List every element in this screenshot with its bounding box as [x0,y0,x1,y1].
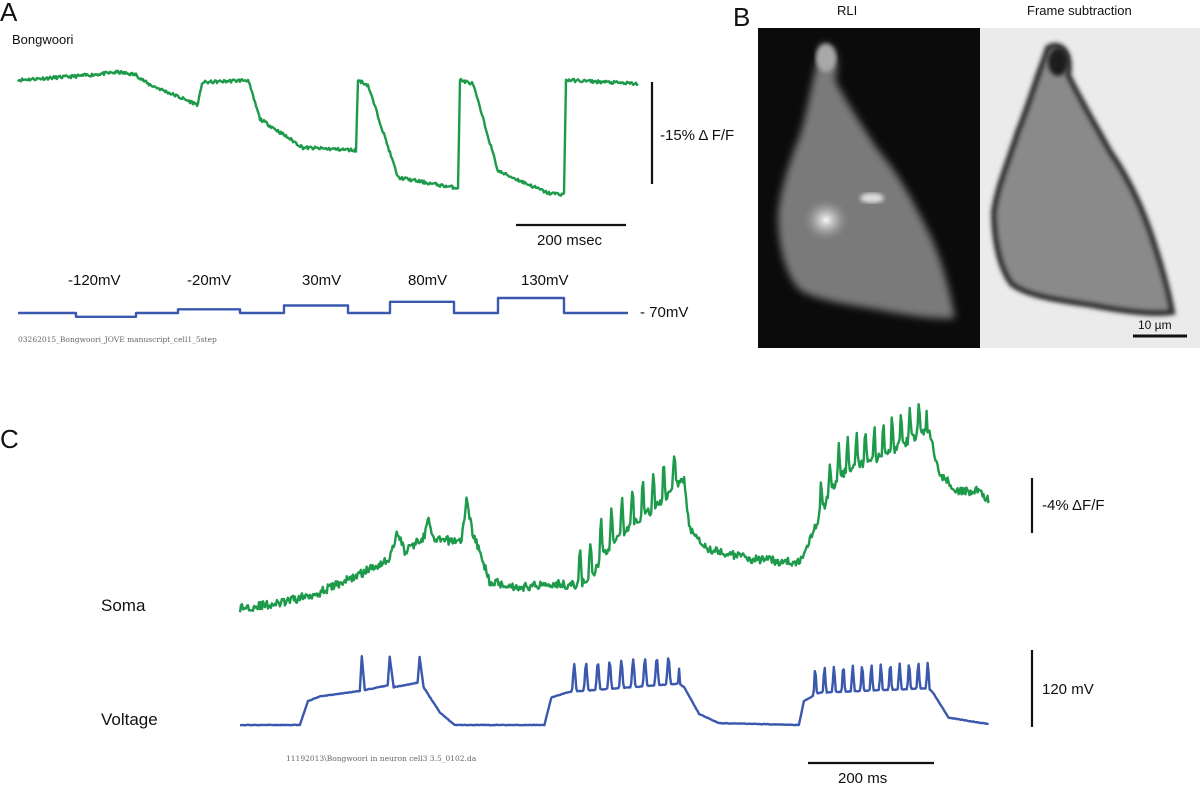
frame-subtraction-cell-shape [990,43,1176,316]
scalebar-vertical-a-label: -15% Δ F/F [660,127,734,144]
step-label-5: 130mV [521,272,569,289]
panel-c: C Soma Voltage -4% ΔF/F 120 mV 200 ms 11… [0,403,1105,785]
step-label-1: -120mV [68,272,121,289]
step-label-3: 30mV [302,272,341,289]
membrane-voltage-trace [239,655,989,727]
rli-title: RLI [837,3,857,18]
scalebar-horizontal-a-label: 200 msec [537,232,603,249]
probe-name-label: Bongwoori [12,32,74,47]
voltage-row-label: Voltage [101,710,158,729]
frame-subtraction-image: 10 µm [980,28,1200,348]
frame-subtraction-title: Frame subtraction [1027,3,1132,18]
soma-row-label: Soma [101,596,146,615]
panel-letter-b: B [733,2,750,32]
panel-a: A Bongwoori -15% Δ F/F 200 msec -120mV -… [0,0,734,344]
panel-b: B RLI Frame subtraction 10 µm [733,2,1200,348]
step-label-2: -20mV [187,272,231,289]
step-label-4: 80mV [408,272,447,289]
baseline-voltage-label: - 70mV [640,304,688,321]
scalebar-fluorescence-c-label: -4% ΔF/F [1042,497,1105,514]
fluorescence-trace-a [17,69,639,197]
soma-fluorescence-trace [238,403,990,613]
rli-cell-shape [778,44,955,319]
panel-letter-a: A [0,0,18,27]
scalebar-time-c-label: 200 ms [838,770,887,785]
voltage-step-trace-a [18,296,628,318]
rli-image [758,28,980,348]
panel-letter-c: C [0,424,19,454]
filename-a: 03262015_Bongwoori_JOVE manuscript_cell1… [18,335,217,344]
scalebar-voltage-c-label: 120 mV [1042,681,1094,698]
scalebar-b-label: 10 µm [1138,318,1172,332]
filename-c: 11192013\Bongwoori in neuron cell3 3.5_0… [286,754,477,763]
